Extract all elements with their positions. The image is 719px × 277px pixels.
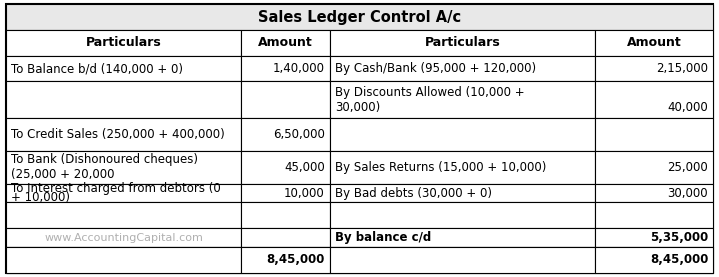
Text: 2,15,000: 2,15,000 bbox=[656, 62, 708, 75]
Bar bbox=[595, 56, 713, 81]
Text: 30,000: 30,000 bbox=[667, 186, 708, 199]
Text: 8,45,000: 8,45,000 bbox=[266, 253, 325, 266]
Bar bbox=[242, 184, 330, 202]
Text: By balance c/d: By balance c/d bbox=[335, 231, 431, 244]
Text: 45,000: 45,000 bbox=[284, 161, 325, 174]
Bar bbox=[330, 118, 595, 151]
Bar bbox=[595, 247, 713, 273]
Bar bbox=[330, 30, 595, 56]
Text: 5,35,000: 5,35,000 bbox=[650, 231, 708, 244]
Text: 6,50,000: 6,50,000 bbox=[273, 128, 325, 141]
Text: To Interest charged from debtors (0: To Interest charged from debtors (0 bbox=[11, 182, 221, 195]
Bar bbox=[595, 30, 713, 56]
Bar bbox=[595, 81, 713, 118]
Bar bbox=[6, 151, 242, 184]
Text: 8,45,000: 8,45,000 bbox=[650, 253, 708, 266]
Bar bbox=[6, 247, 242, 273]
Bar bbox=[6, 30, 242, 56]
Bar bbox=[6, 4, 713, 30]
Bar bbox=[242, 30, 330, 56]
Bar bbox=[242, 247, 330, 273]
Bar bbox=[330, 184, 595, 202]
Text: By Cash/Bank (95,000 + 120,000): By Cash/Bank (95,000 + 120,000) bbox=[335, 62, 536, 75]
Text: To Bank (Dishonoured cheques): To Bank (Dishonoured cheques) bbox=[11, 153, 198, 166]
Text: 25,000: 25,000 bbox=[667, 161, 708, 174]
Text: + 10,000): + 10,000) bbox=[11, 191, 70, 204]
Text: Amount: Amount bbox=[258, 36, 313, 49]
Bar bbox=[330, 56, 595, 81]
Bar bbox=[330, 247, 595, 273]
Text: 1,40,000: 1,40,000 bbox=[273, 62, 325, 75]
Text: 30,000): 30,000) bbox=[335, 101, 380, 114]
Bar bbox=[242, 202, 330, 228]
Text: Particulars: Particulars bbox=[86, 36, 162, 49]
Bar bbox=[6, 118, 242, 151]
Bar bbox=[6, 184, 242, 202]
Bar bbox=[595, 202, 713, 228]
Bar bbox=[242, 118, 330, 151]
Bar bbox=[595, 184, 713, 202]
Bar bbox=[6, 228, 242, 247]
Text: By Discounts Allowed (10,000 +: By Discounts Allowed (10,000 + bbox=[335, 86, 524, 99]
Text: To Credit Sales (250,000 + 400,000): To Credit Sales (250,000 + 400,000) bbox=[11, 128, 224, 141]
Bar bbox=[6, 247, 242, 273]
Text: (25,000 + 20,000: (25,000 + 20,000 bbox=[11, 168, 114, 181]
Text: 10,000: 10,000 bbox=[284, 186, 325, 199]
Bar bbox=[595, 228, 713, 247]
Text: Sales Ledger Control A/c: Sales Ledger Control A/c bbox=[258, 9, 461, 25]
Bar bbox=[6, 202, 242, 228]
Text: www.AccountingCapital.com: www.AccountingCapital.com bbox=[44, 233, 203, 243]
Bar bbox=[242, 56, 330, 81]
Bar bbox=[595, 118, 713, 151]
Text: 40,000: 40,000 bbox=[667, 101, 708, 114]
Text: By Bad debts (30,000 + 0): By Bad debts (30,000 + 0) bbox=[335, 186, 492, 199]
Text: Particulars: Particulars bbox=[424, 36, 500, 49]
Bar bbox=[6, 56, 242, 81]
Bar bbox=[242, 247, 330, 273]
Bar bbox=[330, 228, 595, 247]
Bar bbox=[330, 81, 595, 118]
Bar bbox=[330, 151, 595, 184]
Bar bbox=[6, 81, 242, 118]
Bar bbox=[595, 247, 713, 273]
Text: Amount: Amount bbox=[627, 36, 682, 49]
Bar bbox=[242, 228, 330, 247]
Bar bbox=[242, 151, 330, 184]
Bar bbox=[330, 202, 595, 228]
Bar bbox=[242, 81, 330, 118]
Text: To Balance b/d (140,000 + 0): To Balance b/d (140,000 + 0) bbox=[11, 62, 183, 75]
Bar bbox=[330, 247, 595, 273]
Bar bbox=[595, 151, 713, 184]
Text: By Sales Returns (15,000 + 10,000): By Sales Returns (15,000 + 10,000) bbox=[335, 161, 546, 174]
